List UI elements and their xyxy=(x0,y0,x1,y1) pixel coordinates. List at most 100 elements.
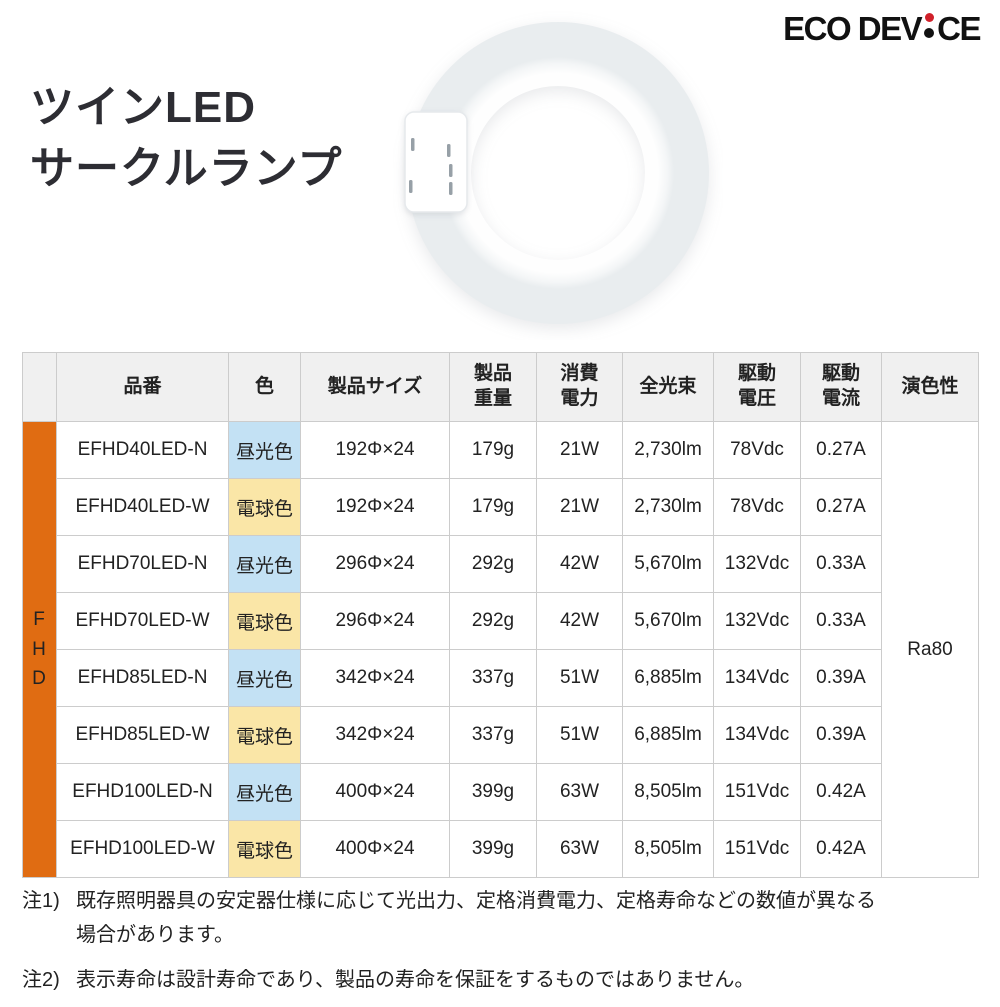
logo-i-dot-red xyxy=(924,13,934,22)
spec-table-body: F H D EFHD40LED-N 昼光色 192Φ×24 179g 21W 2,730lm 78… xyxy=(22,421,979,878)
cell-model: EFHD100LED-N xyxy=(56,763,229,821)
cell-weight: 399g xyxy=(449,763,537,821)
cell-voltage: 132Vdc xyxy=(713,592,801,650)
cell-current: 0.39A xyxy=(800,706,882,764)
col-header-size: 製品サイズ xyxy=(300,352,450,422)
connector-pin xyxy=(411,138,415,151)
cell-flux: 2,730lm xyxy=(622,421,714,479)
brand-logo: ECO DEV CE xyxy=(783,10,981,47)
cell-color: 電球色 xyxy=(228,592,301,650)
cell-model: EFHD40LED-W xyxy=(56,478,229,536)
col-header-color: 色 xyxy=(228,352,301,422)
header-row: 品番色製品サイズ 製品 重量 消費 電力 全光束 駆動 電圧 駆動 電流 演色性 xyxy=(22,352,979,422)
cell-model: EFHD40LED-N xyxy=(56,421,229,479)
product-image xyxy=(393,6,723,340)
lamp-connector xyxy=(404,111,468,213)
col-header-voltage: 駆動 電圧 xyxy=(713,352,801,422)
table-row: EFHD100LED-W 電球色 400Φ×24 399g 63W 8,505lm 151V… xyxy=(23,820,979,878)
cell-cri: Ra80 xyxy=(881,421,979,878)
note-label: 注1) xyxy=(22,890,60,912)
cell-flux: 8,505lm xyxy=(622,763,714,821)
cell-model: EFHD85LED-W xyxy=(56,706,229,764)
cell-model: EFHD70LED-N xyxy=(56,535,229,593)
cell-flux: 8,505lm xyxy=(622,820,714,878)
table-row: EFHD70LED-W 電球色 296Φ×24 292g 42W 5,670lm 132Vd… xyxy=(23,592,979,650)
cell-color: 昼光色 xyxy=(228,763,301,821)
logo-text-pre: ECO DEV xyxy=(783,10,923,47)
cell-model: EFHD100LED-W xyxy=(56,820,229,878)
cell-color: 電球色 xyxy=(228,820,301,878)
cell-weight: 399g xyxy=(449,820,537,878)
cell-current: 0.39A xyxy=(800,649,882,707)
cell-size: 192Φ×24 xyxy=(300,478,450,536)
page-title: ツインLED サークルランプ xyxy=(30,78,342,199)
cell-voltage: 78Vdc xyxy=(713,478,801,536)
cell-weight: 179g xyxy=(449,421,537,479)
page-title-line1: ツインLED xyxy=(30,83,256,132)
cell-voltage: 78Vdc xyxy=(713,421,801,479)
note-label: 注2) xyxy=(22,968,60,991)
cell-power: 63W xyxy=(536,763,623,821)
cell-size: 342Φ×24 xyxy=(300,649,450,707)
circle-lamp-illustration xyxy=(404,22,709,324)
table-row: EFHD85LED-W 電球色 342Φ×24 337g 51W 6,885lm 134Vd… xyxy=(23,706,979,764)
logo-text-post: CE xyxy=(937,10,981,47)
cell-voltage: 134Vdc xyxy=(713,706,801,764)
connector-pin xyxy=(447,144,451,157)
cell-flux: 5,670lm xyxy=(622,535,714,593)
cell-flux: 6,885lm xyxy=(622,706,714,764)
note-1: 注1) 既存照明器具の安定器仕様に応じて光出力、定格消費電力、定格寿命などの数値が… xyxy=(22,884,978,953)
col-header-weight: 製品 重量 xyxy=(449,352,537,422)
cell-weight: 337g xyxy=(449,706,537,764)
col-header-current: 駆動 電流 xyxy=(800,352,882,422)
connector-pin xyxy=(409,180,413,193)
table-row: F H D EFHD40LED-N 昼光色 192Φ×24 179g 21W 2,730lm 78… xyxy=(22,421,979,878)
logo-i-icon xyxy=(924,12,935,38)
connector-pin xyxy=(449,182,453,195)
cell-model: EFHD85LED-N xyxy=(56,649,229,707)
cell-power: 21W xyxy=(536,478,623,536)
spec-table-header: 品番色製品サイズ 製品 重量 消費 電力 全光束 駆動 電圧 駆動 電流 演色性 xyxy=(22,352,979,422)
connector-pin xyxy=(449,164,453,177)
cell-color: 電球色 xyxy=(228,478,301,536)
cell-power: 42W xyxy=(536,535,623,593)
cell-voltage: 151Vdc xyxy=(713,820,801,878)
table-row: EFHD85LED-N 昼光色 342Φ×24 337g 51W 6,885lm 134Vd… xyxy=(23,649,979,707)
note-text: 既存照明器具の安定器仕様に応じて光出力、定格消費電力、定格寿命などの数値が異なる… xyxy=(76,890,876,947)
col-header-flux: 全光束 xyxy=(622,352,714,422)
cell-current: 0.42A xyxy=(800,820,882,878)
cell-voltage: 132Vdc xyxy=(713,535,801,593)
cell-weight: 292g xyxy=(449,535,537,593)
cell-voltage: 151Vdc xyxy=(713,763,801,821)
cell-power: 42W xyxy=(536,592,623,650)
table-corner-cell xyxy=(22,352,57,422)
cell-power: 21W xyxy=(536,421,623,479)
cell-color: 昼光色 xyxy=(228,649,301,707)
cell-current: 0.27A xyxy=(800,421,882,479)
cell-model: EFHD70LED-W xyxy=(56,592,229,650)
cell-power: 51W xyxy=(536,649,623,707)
col-header-cri: 演色性 xyxy=(881,352,979,422)
cell-size: 400Φ×24 xyxy=(300,820,450,878)
cell-flux: 5,670lm xyxy=(622,592,714,650)
cell-size: 342Φ×24 xyxy=(300,706,450,764)
col-header-power: 消費 電力 xyxy=(536,352,623,422)
cell-voltage: 134Vdc xyxy=(713,649,801,707)
notes: 注1) 既存照明器具の安定器仕様に応じて光出力、定格消費電力、定格寿命などの数値が… xyxy=(22,884,978,1007)
cell-color: 電球色 xyxy=(228,706,301,764)
cell-size: 400Φ×24 xyxy=(300,763,450,821)
cell-weight: 179g xyxy=(449,478,537,536)
lamp-ring xyxy=(407,22,709,324)
table-row: EFHD100LED-N 昼光色 400Φ×24 399g 63W 8,505lm 151V… xyxy=(23,763,979,821)
cell-color: 昼光色 xyxy=(228,535,301,593)
cell-size: 192Φ×24 xyxy=(300,421,450,479)
cell-weight: 292g xyxy=(449,592,537,650)
cell-color: 昼光色 xyxy=(228,421,301,479)
cell-current: 0.33A xyxy=(800,535,882,593)
spec-table: 品番色製品サイズ 製品 重量 消費 電力 全光束 駆動 電圧 駆動 電流 演色性 F H D EFHD40… xyxy=(22,352,979,878)
cell-power: 51W xyxy=(536,706,623,764)
table-row: EFHD40LED-W 電球色 192Φ×24 179g 21W 2,730lm 78Vdc… xyxy=(23,478,979,536)
logo-i-dot-black xyxy=(924,28,935,38)
note-2: 注2) 表示寿命は設計寿命であり、製品の寿命を保証をするものではありません。 xyxy=(22,963,978,997)
